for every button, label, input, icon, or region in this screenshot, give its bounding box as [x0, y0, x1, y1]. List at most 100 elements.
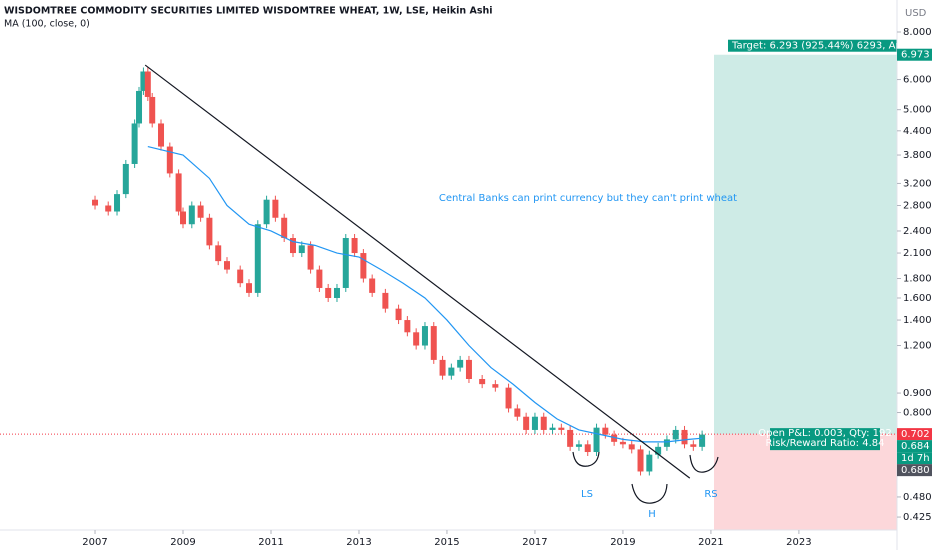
- candle: [325, 287, 332, 298]
- target-price: 6.973: [897, 48, 932, 61]
- candle: [263, 199, 270, 225]
- annotation: RS: [704, 489, 717, 500]
- candle: [505, 387, 512, 409]
- y-tick-label: 0.800: [903, 408, 932, 419]
- candle: [245, 283, 252, 293]
- low-price: 0.680: [897, 464, 932, 477]
- annotation: H: [648, 509, 656, 520]
- x-tick-label: 2013: [346, 537, 371, 548]
- candle: [514, 408, 521, 417]
- x-tick-label: 2015: [434, 537, 459, 548]
- candle: [439, 359, 446, 376]
- candle: [215, 245, 222, 262]
- candle: [663, 439, 670, 447]
- entry-price-text: 0.702: [901, 429, 930, 440]
- y-tick-label: 0.480: [903, 492, 932, 503]
- candle: [158, 123, 165, 147]
- candle: [575, 444, 582, 447]
- candle: [136, 90, 143, 124]
- candle: [628, 444, 635, 450]
- candle: [342, 238, 349, 288]
- candle: [421, 326, 428, 346]
- y-tick-label: 2.800: [903, 201, 932, 212]
- candle: [637, 449, 644, 472]
- candle: [360, 253, 367, 279]
- indicator-label: MA (100, close, 0): [4, 19, 90, 30]
- y-tick-label: 1.400: [903, 315, 932, 326]
- pnl-label-bg: [770, 428, 880, 451]
- candle: [465, 359, 472, 379]
- y-tick-label: 8.000: [903, 27, 932, 38]
- countdown-text: 1d 7h: [901, 453, 930, 464]
- target-zone: [714, 54, 897, 435]
- candle: [479, 378, 486, 385]
- candle: [593, 427, 600, 453]
- candle: [351, 238, 358, 254]
- y-tick-label: 3.800: [903, 150, 932, 161]
- x-tick-label: 2017: [522, 537, 547, 548]
- candle: [298, 245, 305, 254]
- candle: [448, 367, 455, 376]
- x-tick-label: 2007: [82, 537, 107, 548]
- x-tick-label: 2009: [170, 537, 195, 548]
- candle: [413, 332, 420, 346]
- head-curve: [631, 483, 668, 504]
- candle: [395, 308, 402, 321]
- low-price-text: 0.680: [901, 465, 930, 476]
- y-tick-label: 2.100: [903, 248, 932, 259]
- candle: [681, 429, 688, 445]
- y-tick-label: 0.900: [903, 388, 932, 399]
- candle: [206, 217, 213, 246]
- last-price-bg: [897, 440, 932, 453]
- candle: [114, 194, 121, 212]
- y-tick-label: 4.400: [903, 126, 932, 137]
- y-tick-label: 1.200: [903, 341, 932, 352]
- candle: [289, 238, 296, 254]
- candle: [492, 384, 499, 388]
- y-tick-label: 3.200: [903, 178, 932, 189]
- candle: [197, 205, 204, 218]
- y-tick-label: 1.600: [903, 293, 932, 304]
- candle: [281, 217, 288, 239]
- y-tick-label: 2.400: [903, 226, 932, 237]
- candle: [430, 326, 437, 360]
- y-tick-label: 1.800: [903, 274, 932, 285]
- candle: [105, 205, 112, 212]
- currency: USD: [905, 8, 927, 19]
- last-price: 0.684: [897, 440, 932, 453]
- countdown-bg: [897, 452, 932, 465]
- shoulder-curve: [689, 454, 719, 473]
- target-label-bg: [728, 39, 897, 52]
- pnl-label: Open P&L: 0.003, Qty: 192: [758, 428, 891, 439]
- shoulder-curve: [572, 451, 600, 467]
- y-tick-label: 6.000: [903, 75, 932, 86]
- candle: [144, 71, 151, 97]
- entry-price: 0.702: [897, 428, 932, 441]
- candle: [131, 123, 138, 164]
- candle: [254, 224, 261, 293]
- candle: [307, 245, 314, 270]
- candle: [404, 320, 411, 333]
- candle: [540, 416, 547, 430]
- candle: [175, 173, 182, 212]
- entry-price-bg: [897, 428, 932, 441]
- target-price-text: 6.973: [901, 50, 930, 61]
- candle: [122, 163, 129, 195]
- candle: [531, 416, 538, 430]
- last-price-text: 0.684: [901, 441, 930, 452]
- candle: [223, 261, 230, 270]
- plot-area: Target: 6.293 (925.44%) 6293, Amount: 22…: [0, 39, 932, 530]
- candle: [646, 454, 653, 472]
- trendline: [144, 64, 691, 479]
- candle: [166, 146, 173, 174]
- candle: [149, 96, 156, 124]
- target-price-bg: [897, 48, 932, 61]
- annotation: LS: [581, 489, 593, 500]
- candle: [272, 199, 279, 218]
- candle: [92, 199, 99, 206]
- low-price-bg: [897, 464, 932, 477]
- x-tick-label: 2011: [258, 537, 283, 548]
- candle: [567, 429, 574, 447]
- y-tick-label: 5.000: [903, 105, 932, 116]
